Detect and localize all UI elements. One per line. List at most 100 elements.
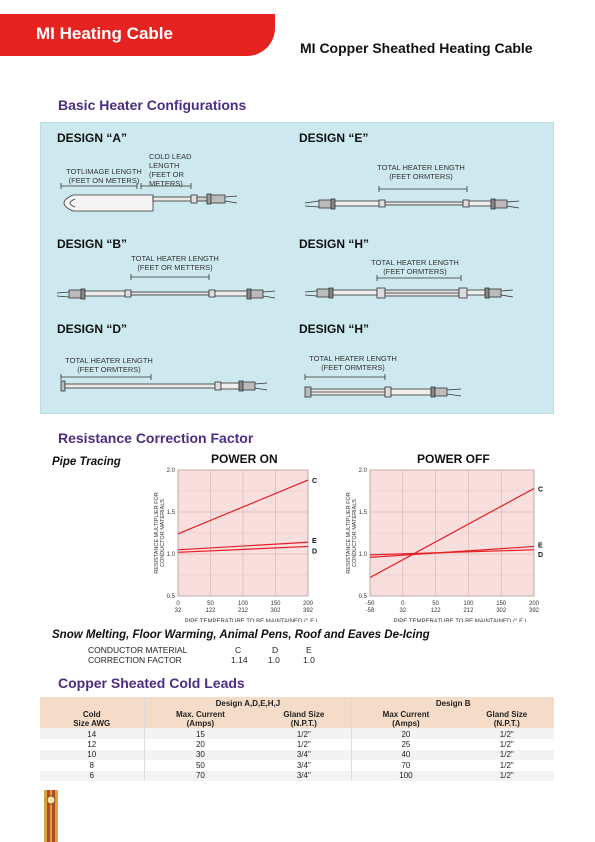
series-label-e: E [538,542,543,549]
table-cell: 1/2" [256,728,352,739]
design-b-drawing [56,274,276,300]
y-axis-label: RESISTANCE MULTIPLIER FORCONDUCTOR MATER… [346,492,358,573]
group-header-1: Design A,D,E,H,J [143,697,352,710]
x-tick-label-f: 32 [175,608,182,614]
design-d-caption: TOTAL HEATER LENGTH (FEET ORMTERS) [65,356,153,374]
conductor-material-label: CONDUCTOR MATERIAL [88,645,188,655]
table-cell: 8 [89,760,94,770]
series-label-c: C [312,478,317,485]
x-tick-label: 50 [432,601,439,607]
y-tick-label: 1.5 [359,510,368,516]
table-row: 12 20 1/2" 25 1/2" [40,739,554,750]
table-cell: 70 [351,760,460,771]
x-tick-label-f: 122 [205,608,216,614]
header-banner [0,14,275,56]
series-line-d [177,545,309,553]
table-cell: 100 [351,770,460,781]
series-label-d: D [538,552,543,559]
table-row: 10 30 3/4" 40 1/2" [40,749,554,760]
table-row: 8 50 3/4" 70 1/2" [40,760,554,771]
table-cell: 1/2" [296,739,311,749]
x-tick-label: 50 [207,601,214,607]
section-title-cold-leads: Copper Sheated Cold Leads [58,675,245,691]
table-cell: 6 [40,770,144,781]
table-row: 6 70 3/4" 100 1/2" [40,770,554,781]
page-subtitle: MI Copper Sheathed Heating Cable [300,40,533,56]
y-axis-label-line: RESISTANCE MULTIPLIER FOR [154,492,160,573]
x-tick-label-f: 212 [238,608,249,614]
x-tick-label-f: 122 [431,608,442,614]
design-d-label: DESIGN “D” [57,322,128,336]
col-header-gland-2: Gland Size (N.P.T.) [459,710,554,729]
table-cell: 1/2" [499,760,514,770]
y-tick-label: 1.0 [167,552,176,558]
x-tick-label: 0 [176,601,180,607]
x-axis-label: PIPE TEMPERATURE TO BE MAINTAINED (° F ) [394,619,527,622]
x-tick-label-f: 302 [496,608,507,614]
table-cell: 30 [143,749,257,760]
material-c: C [235,645,242,655]
group-header-2: Design B [351,697,554,710]
col-header-current-2: Max Current (Amps) [351,710,460,729]
x-tick-label: 200 [529,601,540,607]
design-a-caption-cold-lead: COLD LEAD LENGTH (FEET OR METERS) [149,152,192,188]
x-tick-label-f: 32 [399,608,406,614]
y-tick-label: 0.5 [167,594,176,600]
x-tick-label: 150 [496,601,507,607]
table-cell: 10 [40,749,144,760]
table-cell: 25 [351,739,460,750]
y-tick-label: 2.0 [359,468,368,474]
design-e-drawing [304,186,520,210]
design-h2-caption: TOTAL HEATER LENGTH (FEET ORMTERS) [309,354,397,372]
table-cell: 1/2" [459,728,554,739]
snow-heading: Snow Melting, Floor Warming, Animal Pens… [52,629,430,641]
x-tick-label-f: 302 [270,608,281,614]
x-tick-label: 100 [238,601,249,607]
cable-photo [44,790,58,842]
design-e-label: DESIGN “E” [299,131,369,145]
x-tick-label-f: 212 [463,608,474,614]
chart-title-power-off: POWER OFF [417,452,490,466]
series-label-c: C [538,486,543,493]
series-label-d: D [312,548,317,555]
table-cell: 3/4" [256,749,352,760]
y-axis-label-line: CONDUCTOR MATERIALS [352,499,358,567]
y-tick-label: 2.0 [167,468,176,474]
design-a-label: DESIGN “A” [57,131,128,145]
y-axis-label: RESISTANCE MULTIPLIER FORCONDUCTOR MATER… [154,492,166,573]
series-line-c [177,479,309,535]
design-h-label-2: DESIGN “H” [299,322,370,336]
design-drawings [56,183,520,398]
factor-e: 1.0 [303,655,315,665]
table-cell: 12 [87,739,97,749]
y-tick-label: 1.5 [167,510,176,516]
y-axis-label-line: CONDUCTOR MATERIALS [160,499,166,567]
table-row: 14 15 1/2" 20 1/2" [40,728,554,739]
table-cell: 20 [351,728,460,739]
pipe-tracing-label: Pipe Tracing [52,456,121,468]
x-tick-label-f: 392 [303,608,314,614]
configurations-panel: DESIGN “A” DESIGN “E” DESIGN “B” DESIGN … [40,122,554,414]
y-tick-label: 1.0 [359,552,368,558]
design-b-caption: TOTAL HEATER LENGTH (FEET OR METTERS) [131,254,219,272]
table-cell: 70 [143,770,257,781]
design-a-drawing [60,183,238,212]
design-a-caption-length: TOTLIMAGE LENGTH (FEET ON METERS) [66,167,142,185]
section-title-resistance: Resistance Correction Factor [58,430,254,446]
x-tick-label: 100 [463,601,474,607]
table-cell: 15 [143,728,257,739]
x-tick-label-f: -58 [366,608,375,614]
col-header-current-1: Max. Current (Amps) [143,710,257,729]
col-header-size: Cold Size AWG [40,710,144,729]
design-h-label-1: DESIGN “H” [299,237,370,251]
design-d-drawing [60,374,268,392]
table-cell: 1/2" [459,770,554,781]
table-cell: 40 [351,749,460,760]
design-e-caption: TOTAL HEATER LENGTH (FEET ORMTERS) [377,163,465,181]
table-cell: 20 [143,739,257,750]
factor-d: 1.0 [268,655,280,665]
correction-factor-label: CORRECTION FACTOR [88,655,182,665]
chart-title-power-on: POWER ON [211,452,278,466]
